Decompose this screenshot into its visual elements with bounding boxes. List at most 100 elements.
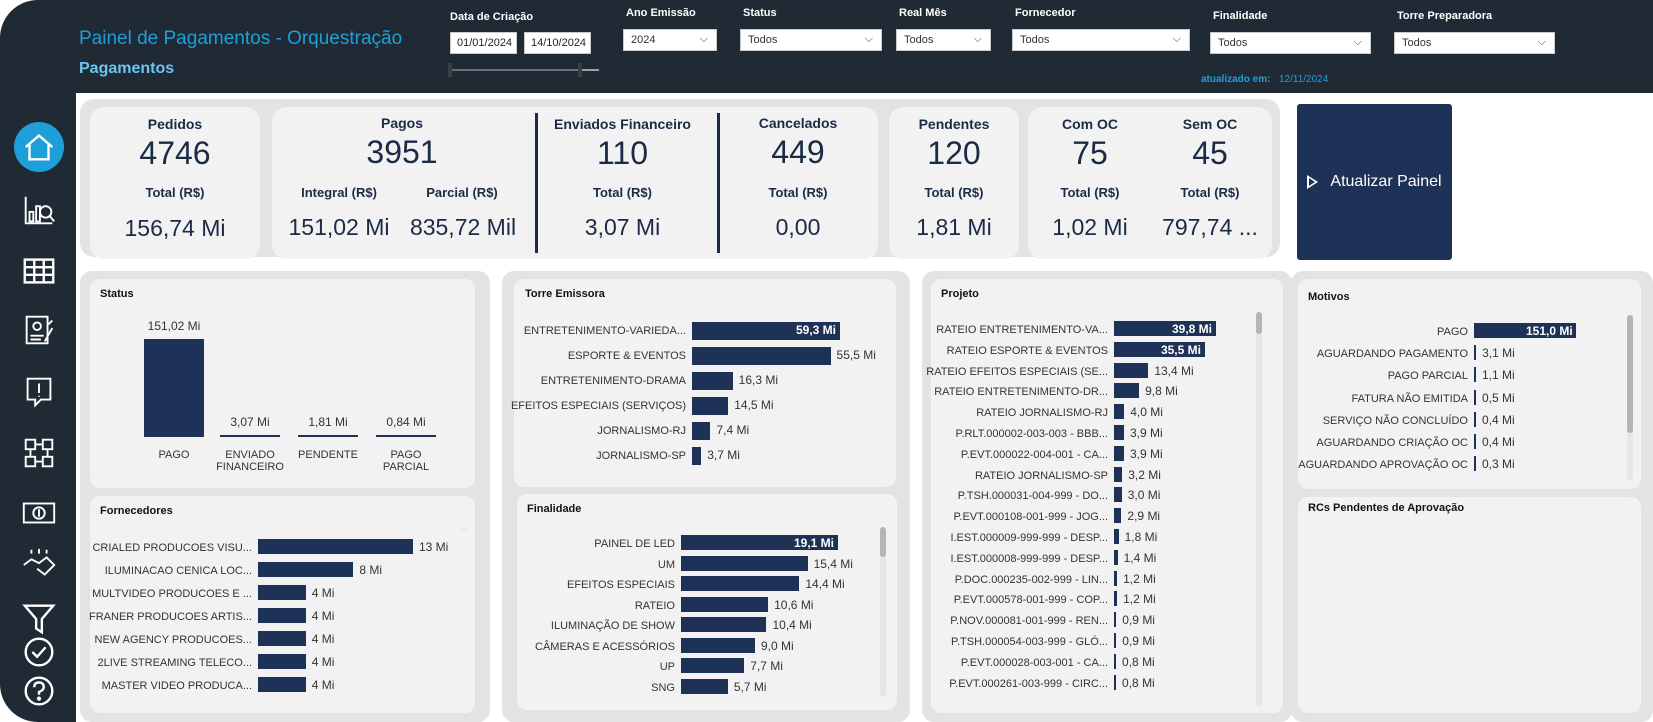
kpi-count: 120 — [927, 135, 981, 171]
kpi-value: 797,74 ... — [1162, 214, 1258, 240]
bar — [258, 539, 413, 554]
bar — [1114, 612, 1117, 628]
date-slider-handle-start[interactable] — [448, 63, 452, 77]
column-bar — [376, 435, 436, 437]
status-panel: Status 151,02 Mi PAGO 3,07 Mi ENVIADO FINAN… — [90, 279, 475, 488]
chevron-down-icon: ⌵ — [699, 33, 708, 45]
bar-value-label: 16,3 Mi — [738, 373, 779, 387]
bar — [692, 322, 840, 340]
chevron-down-icon: ⌵ — [1353, 36, 1362, 48]
ano-emissao-select[interactable]: 2024 ⌵ — [623, 29, 717, 51]
bar-category-label: AGUARDANDO PAGAMENTO — [1316, 348, 1468, 361]
bar — [1114, 570, 1118, 586]
kpi-title: Pendentes — [918, 116, 990, 132]
bar-value-label: 2,9 Mi — [1127, 509, 1161, 524]
finalidade-value: Todos — [1218, 37, 1248, 49]
scrollbar[interactable] — [880, 527, 886, 697]
bar-category-label: P.DOC.000235-002-999 - LIN... — [954, 573, 1108, 586]
filter-label-real-mes: Real Mês — [899, 7, 947, 19]
column-category-label: PAGO PARCIAL — [382, 449, 430, 473]
bar-value-label: 9,0 Mi — [760, 638, 794, 653]
bar — [1114, 591, 1118, 607]
scrollbar-thumb[interactable] — [1256, 312, 1262, 334]
kpi-card-oc: Com OC 75 Total (R$) 1,02 Mi Sem OC 45 T… — [1028, 107, 1272, 259]
bar-value-label: 10,6 Mi — [774, 597, 814, 612]
help-icon[interactable] — [14, 666, 64, 716]
fornecedor-value: Todos — [1020, 34, 1050, 46]
chevron-down-icon: ⌵ — [1537, 36, 1546, 48]
scrollbar[interactable] — [461, 529, 467, 531]
real-mes-value: Todos — [904, 34, 934, 46]
kpi-subtitle: Total (R$) — [1180, 185, 1240, 200]
bar — [692, 372, 733, 390]
bar — [681, 617, 767, 632]
bar-category-label: RATEIO ESPORTE & EVENTOS — [946, 344, 1108, 357]
home-icon[interactable] — [14, 122, 64, 172]
bar-category-label: P.EVT.000578-001-999 - COP... — [953, 594, 1108, 607]
finalidade-select[interactable]: Todos ⌵ — [1210, 32, 1371, 54]
bar — [692, 447, 702, 465]
document-icon[interactable] — [14, 305, 64, 355]
kpi-title: Pagos — [380, 115, 423, 131]
date-end-input[interactable]: 14/10/2024 — [524, 32, 591, 54]
scrollbar[interactable] — [1256, 312, 1262, 706]
date-slider-handle-end[interactable] — [578, 63, 582, 77]
refresh-panel-button[interactable]: Atualizar Painel — [1297, 104, 1452, 260]
scrollbar-thumb[interactable] — [880, 527, 886, 557]
divider — [717, 113, 720, 253]
bar — [681, 637, 755, 653]
bar — [258, 631, 306, 646]
refresh-label: Atualizar Painel — [1330, 173, 1442, 190]
chevron-down-icon: ⌵ — [973, 33, 982, 45]
bar-category-label: NEW AGENCY PRODUCOES... — [94, 634, 253, 646]
bar-category-label: SNG — [651, 681, 675, 694]
alert-icon[interactable] — [14, 367, 64, 417]
column-bar — [298, 435, 358, 437]
table-icon[interactable] — [14, 246, 64, 296]
network-icon[interactable] — [14, 428, 64, 478]
bar-category-label: P.TSH.000031-004-999 - DO... — [957, 490, 1108, 503]
kpi-title: Cancelados — [758, 115, 838, 131]
scrollbar-thumb[interactable] — [1627, 315, 1633, 433]
bar-category-label: ENTRETENIMENTO-VARIEDA... — [523, 325, 686, 337]
bar-category-label: P.EVT.000022-004-001 - CA... — [960, 448, 1108, 461]
bar-category-label: EFEITOS ESPECIAIS (SERVIÇOS) — [510, 400, 686, 412]
bar — [1474, 345, 1477, 361]
kpi-value: 0,00 — [775, 214, 821, 240]
bar-value-label: 0,8 Mi — [1122, 675, 1155, 690]
fornecedores-panel: Fornecedores CRIALED PRODUCOES VISU... 13… — [89, 496, 475, 713]
check-icon[interactable] — [14, 627, 64, 677]
bar-value-label: 15,4 Mi — [813, 556, 853, 571]
bar-category-label: PAINEL DE LED — [594, 538, 675, 550]
column-category-label: PAGO — [158, 449, 190, 461]
bar-category-label: RATEIO EFEITOS ESPECIAIS (SE... — [926, 365, 1108, 378]
bar-value-label: 1,2 Mi — [1123, 592, 1156, 607]
filter-icon[interactable] — [14, 594, 64, 644]
payment-icon[interactable] — [14, 488, 64, 538]
bar-category-label: MASTER VIDEO PRODUCA... — [101, 680, 252, 692]
handshake-icon[interactable] — [14, 540, 64, 590]
bar — [1114, 404, 1125, 420]
real-mes-select[interactable]: Todos ⌵ — [896, 29, 991, 51]
bar-value-label: 14,5 Mi — [734, 398, 774, 412]
torre-preparadora-select[interactable]: Todos ⌵ — [1394, 32, 1555, 54]
bar-value-label: 1,2 Mi — [1123, 571, 1156, 586]
bar-value-label: 8 Mi — [359, 563, 383, 577]
analytics-icon[interactable] — [14, 185, 64, 235]
bar — [681, 555, 808, 571]
status-select[interactable]: Todos ⌵ — [740, 29, 882, 51]
filter-label-fornecedor: Fornecedor — [1015, 7, 1076, 19]
kpi-count: 75 — [1072, 135, 1108, 171]
bar — [1114, 487, 1122, 503]
bar — [258, 608, 306, 623]
motivos-panel: Motivos PAGO 151,0 Mi AGUARDANDO PAGAMENTO… — [1298, 279, 1641, 489]
kpi-value-parcial: 835,72 Mil — [409, 214, 517, 240]
bar-value-label: 0,5 Mi — [1482, 390, 1515, 405]
filter-label-torre: Torre Preparadora — [1397, 10, 1493, 22]
column-category-label: ENVIADO FINANCEIRO — [216, 449, 284, 473]
date-start-input[interactable]: 01/01/2024 — [450, 32, 517, 54]
bar-category-label: ESPORTE & EVENTOS — [567, 350, 686, 362]
divider — [535, 113, 538, 253]
fornecedor-select[interactable]: Todos ⌵ — [1012, 29, 1190, 51]
bar-value-label: 3,2 Mi — [1128, 467, 1161, 482]
